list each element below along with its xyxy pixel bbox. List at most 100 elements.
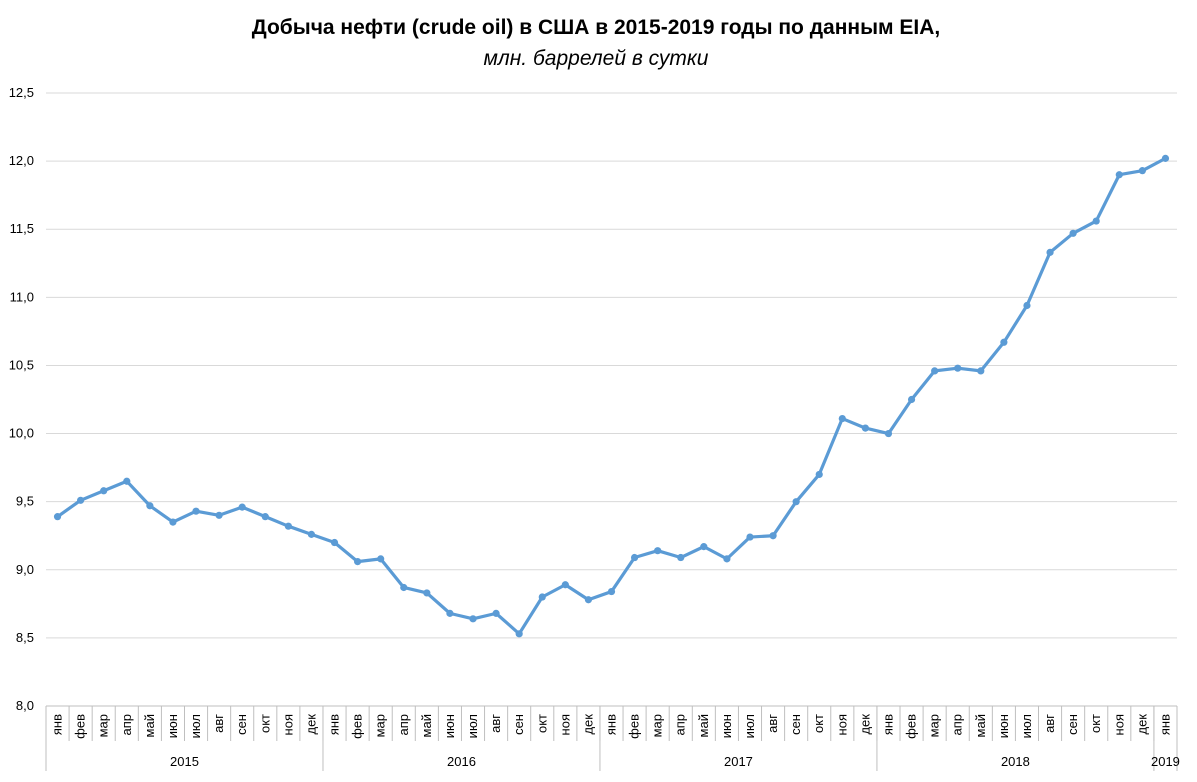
x-tick-label: сен bbox=[511, 714, 526, 735]
x-tick-label: мар bbox=[927, 714, 942, 737]
x-tick-label: июл bbox=[188, 714, 203, 738]
x-tick-label: мар bbox=[373, 714, 388, 737]
x-tick-label: дек bbox=[1134, 714, 1149, 735]
data-point bbox=[792, 498, 800, 506]
data-series bbox=[53, 154, 1170, 638]
x-tick-label: июн bbox=[442, 714, 457, 738]
x-tick-label: ноя bbox=[557, 714, 572, 735]
data-point bbox=[1023, 301, 1031, 310]
x-tick-label: авг bbox=[488, 714, 503, 733]
data-point bbox=[700, 543, 708, 551]
y-tick-label: 9,0 bbox=[16, 562, 34, 577]
data-point bbox=[53, 513, 62, 521]
data-point bbox=[1115, 171, 1123, 179]
y-tick-label: 10,0 bbox=[9, 426, 34, 441]
y-tick-label: 9,5 bbox=[16, 494, 34, 509]
chart-subtitle: млн. баррелей в сутки bbox=[484, 47, 709, 70]
data-point bbox=[1161, 154, 1170, 162]
x-tick-label: июн bbox=[165, 714, 180, 738]
x-tick-label: окт bbox=[534, 714, 549, 733]
data-point bbox=[931, 367, 939, 375]
x-tick-label: апр bbox=[119, 714, 134, 736]
data-point bbox=[954, 364, 962, 372]
x-tick-label: дек bbox=[580, 714, 595, 735]
x-tick-label: июн bbox=[996, 714, 1011, 738]
data-point bbox=[261, 513, 269, 521]
x-tick-label: янв bbox=[50, 714, 65, 735]
data-point bbox=[123, 477, 131, 485]
x-tick-label: сен bbox=[234, 714, 249, 735]
x-tick-label: мар bbox=[650, 714, 665, 737]
data-point bbox=[215, 511, 223, 519]
data-point bbox=[907, 395, 916, 404]
year-label: 2017 bbox=[724, 754, 753, 769]
x-axis: янв фев мар апр май июн июл авг сен окт ноя дек янв ф… bbox=[45, 705, 1180, 771]
x-tick-label: ноя bbox=[280, 714, 295, 735]
year-label: 2019 bbox=[1151, 754, 1180, 769]
data-point bbox=[1046, 248, 1054, 256]
x-tick-label: дек bbox=[857, 714, 872, 735]
y-tick-label: 11,5 bbox=[10, 221, 34, 236]
x-tick-label: апр bbox=[673, 714, 688, 736]
year-label: 2018 bbox=[1001, 754, 1030, 769]
data-point bbox=[561, 581, 569, 589]
data-point bbox=[769, 532, 777, 540]
x-tick-label: сен bbox=[788, 714, 803, 735]
x-tick-label: май bbox=[696, 714, 711, 737]
x-tick-label: авг bbox=[211, 714, 226, 733]
data-point bbox=[815, 470, 823, 479]
data-point bbox=[284, 522, 292, 530]
x-tick-label: янв bbox=[604, 714, 619, 735]
data-point bbox=[446, 609, 454, 617]
x-tick-label: фев bbox=[350, 714, 365, 739]
x-tick-label: окт bbox=[1088, 714, 1103, 733]
data-point bbox=[77, 496, 85, 504]
data-point bbox=[884, 429, 893, 438]
data-point bbox=[515, 630, 523, 638]
x-tick-label: ноя bbox=[834, 714, 849, 735]
y-tick-label: 8,5 bbox=[16, 630, 34, 645]
data-point bbox=[677, 553, 685, 562]
x-tick-label: июл bbox=[1019, 714, 1034, 738]
data-point bbox=[492, 609, 500, 617]
gridlines bbox=[46, 92, 1177, 639]
data-point bbox=[100, 487, 108, 495]
chart-title: Добыча нефти (crude oil) в США в 2015-20… bbox=[252, 16, 941, 39]
x-tick-label: янв bbox=[1157, 714, 1172, 735]
data-point bbox=[1000, 338, 1008, 346]
data-point bbox=[354, 558, 362, 566]
data-point bbox=[377, 555, 385, 563]
x-tick-label: авг bbox=[765, 714, 780, 733]
x-tick-label: май bbox=[419, 714, 434, 737]
x-tick-label: май bbox=[973, 714, 988, 737]
data-point bbox=[238, 503, 246, 511]
data-point bbox=[1069, 229, 1077, 237]
y-tick-label: 11,0 bbox=[10, 289, 34, 304]
x-tick-label: окт bbox=[811, 714, 826, 733]
x-tick-label: апр bbox=[396, 714, 411, 736]
data-point bbox=[584, 596, 593, 604]
x-tick-label: июл bbox=[742, 714, 757, 738]
x-tick-label: янв bbox=[327, 714, 342, 735]
data-point bbox=[146, 502, 154, 510]
data-point bbox=[169, 518, 177, 526]
y-tick-label: 10,5 bbox=[9, 357, 34, 372]
x-tick-label: авг bbox=[1042, 714, 1057, 733]
x-tick-label: май bbox=[142, 714, 157, 737]
y-tick-label: 8,0 bbox=[16, 698, 34, 713]
x-tick-label: июл bbox=[465, 714, 480, 738]
year-label: 2016 bbox=[447, 754, 476, 769]
x-tick-label: июн bbox=[719, 714, 734, 738]
x-tick-label: ноя bbox=[1111, 714, 1126, 735]
data-point bbox=[307, 530, 316, 538]
data-point bbox=[607, 587, 616, 596]
y-tick-label: 12,5 bbox=[9, 85, 34, 100]
data-point bbox=[330, 538, 339, 547]
x-tick-label: апр bbox=[950, 714, 965, 736]
x-tick-label: дек bbox=[303, 714, 318, 735]
data-point bbox=[192, 507, 200, 515]
data-point bbox=[977, 367, 985, 375]
data-point bbox=[1092, 217, 1100, 225]
